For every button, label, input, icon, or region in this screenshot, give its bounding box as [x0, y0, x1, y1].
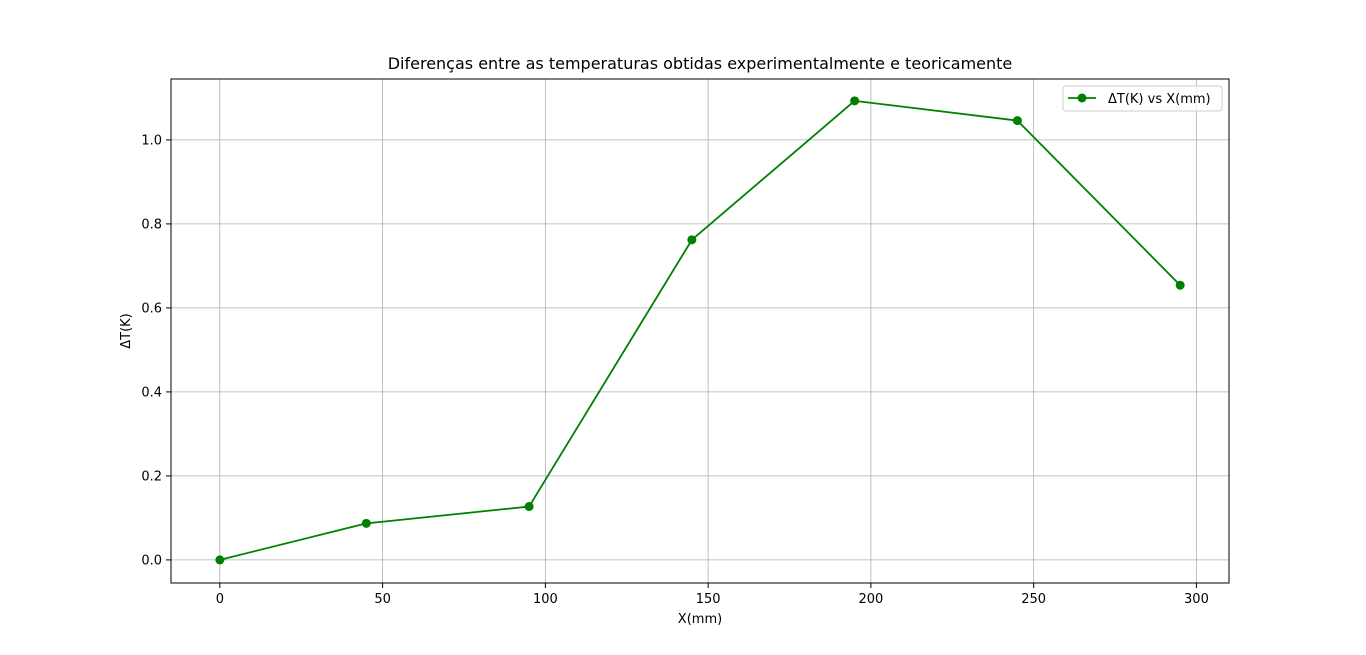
x-tick-label: 0	[216, 592, 224, 607]
x-tick-label: 250	[1021, 592, 1046, 607]
data-point	[850, 96, 860, 106]
legend-entry: ΔT(K) vs X(mm)	[1108, 92, 1211, 107]
x-axis-label: X(mm)	[678, 612, 722, 627]
x-tick-label: 100	[533, 592, 558, 607]
data-point	[215, 555, 225, 565]
legend: ΔT(K) vs X(mm)	[1062, 85, 1223, 112]
y-tick-label: 0.0	[141, 553, 162, 568]
x-tick-label: 300	[1184, 592, 1209, 607]
chart-title: Diferenças entre as temperaturas obtidas…	[388, 54, 1013, 73]
y-tick-label: 1.0	[141, 133, 162, 148]
ticks: 0 50 100 150 200 250 300 0.0 0.2 0.4 0.6 0.8 1.0	[141, 133, 1209, 607]
data-point	[1175, 280, 1185, 290]
y-tick-label: 0.6	[141, 301, 162, 316]
plot-area-frame	[170, 78, 1230, 584]
x-tick-label: 50	[374, 592, 391, 607]
y-tick-label: 0.8	[141, 217, 162, 232]
data-point	[524, 502, 534, 512]
y-tick-label: 0.4	[141, 385, 162, 400]
legend-marker	[1077, 93, 1087, 103]
data-point	[361, 518, 371, 528]
x-tick-label: 150	[696, 592, 721, 607]
y-axis-label: ΔT(K)	[119, 313, 134, 349]
data-point	[687, 235, 697, 245]
data-point	[1012, 116, 1022, 126]
x-tick-label: 200	[858, 592, 883, 607]
legend-box	[1062, 85, 1223, 112]
series-layer	[215, 96, 1185, 565]
y-tick-label: 0.2	[141, 469, 162, 484]
grid	[171, 79, 1229, 583]
